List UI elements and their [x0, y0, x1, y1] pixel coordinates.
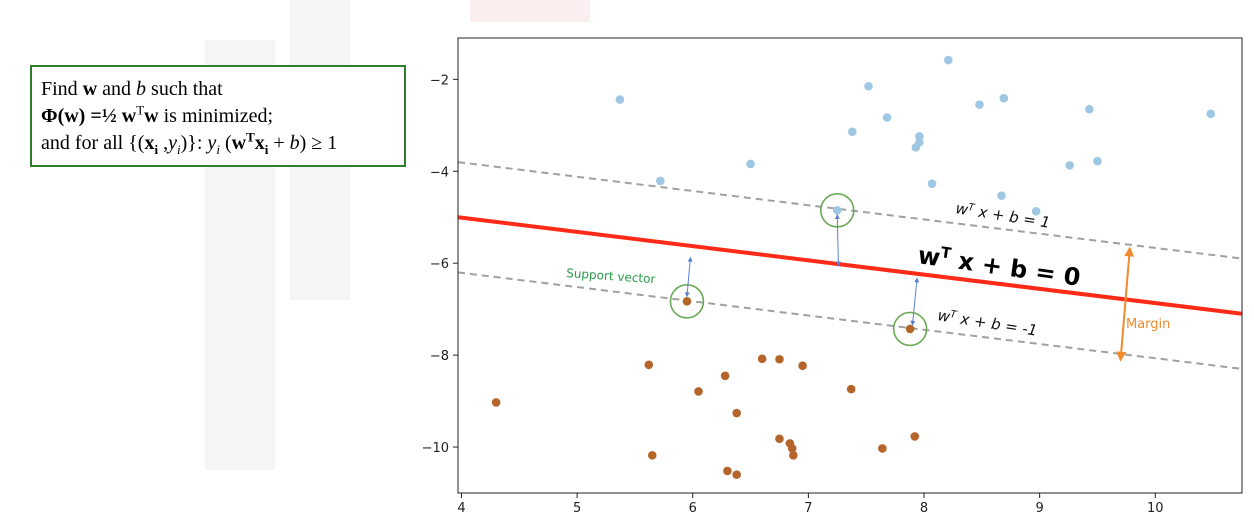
positive-point — [832, 206, 842, 215]
positive-point — [656, 176, 665, 186]
optimization-formula-box: Find w and b such that Φ(w) =½ wTw is mi… — [30, 65, 406, 167]
margin-arrow — [1116, 246, 1135, 362]
negative-point — [757, 354, 767, 364]
upper-margin-line — [457, 161, 1243, 260]
positive-point — [1093, 156, 1102, 166]
negative-point — [491, 398, 501, 407]
distance-arrow — [910, 277, 920, 326]
positive-point — [615, 95, 625, 104]
positive-point — [915, 132, 924, 141]
x-tick-label: 9 — [1035, 501, 1043, 516]
positive-point — [848, 127, 857, 137]
negative-point — [798, 361, 807, 370]
negative-point — [647, 451, 657, 460]
positive-point — [997, 191, 1006, 200]
positive-point — [1065, 161, 1075, 170]
hyperplane-line — [457, 215, 1243, 316]
x-tick-label: 5 — [573, 501, 581, 516]
formula-line-3: and for all {(xi ,yi)}: yi (wTxi + b) ≥ … — [41, 129, 338, 157]
positive-point — [1031, 206, 1041, 216]
plot-frame — [457, 37, 1243, 494]
negative-point — [846, 384, 856, 394]
positive-point — [915, 138, 924, 147]
negative-point — [905, 324, 915, 334]
positive-point — [746, 159, 755, 169]
y-tick-label: −4 — [430, 165, 449, 180]
negative-point — [694, 387, 703, 396]
negative-point — [878, 444, 887, 453]
support-vector-circle — [892, 311, 928, 347]
x-tick-label: 8 — [920, 501, 928, 516]
upper-margin-label: wT x + b = 1 — [954, 199, 1051, 232]
positive-point — [882, 113, 892, 122]
negative-point — [732, 408, 741, 418]
x-tick-label: 7 — [804, 501, 812, 516]
positive-point — [927, 179, 937, 188]
y-tick-label: −10 — [422, 441, 449, 456]
x-tick-label: 10 — [1147, 501, 1164, 516]
negative-point — [644, 360, 654, 370]
x-tick-label: 4 — [457, 501, 465, 516]
negative-point — [910, 432, 920, 441]
x-tick-label: 6 — [689, 501, 697, 516]
distance-arrow — [684, 256, 693, 298]
watermark-red-shape — [470, 0, 590, 22]
y-tick-label: −8 — [430, 349, 449, 364]
formula-line-2: Φ(w) =½ wTw is minimized; — [41, 102, 274, 127]
positive-point — [1206, 109, 1216, 119]
negative-point — [720, 371, 730, 381]
negative-point — [775, 434, 784, 444]
negative-point — [723, 466, 732, 476]
positive-point — [864, 81, 873, 91]
positive-point — [975, 100, 984, 109]
negative-point — [775, 354, 784, 364]
distance-arrow — [834, 213, 841, 267]
positive-point — [999, 93, 1009, 103]
negative-point — [732, 470, 741, 479]
negative-point — [789, 451, 798, 460]
support-vector-label: Support vector — [566, 266, 656, 286]
positive-point — [1085, 104, 1094, 114]
y-tick-label: −2 — [430, 73, 449, 88]
negative-point — [682, 297, 692, 306]
y-tick-label: −6 — [430, 257, 449, 272]
lower-margin-label: wT x + b = -1 — [936, 306, 1038, 340]
margin-label: Margin — [1126, 317, 1170, 332]
positive-point — [943, 55, 953, 65]
negative-point — [787, 444, 797, 453]
formula-line-1: Find w and b such that — [41, 78, 223, 100]
